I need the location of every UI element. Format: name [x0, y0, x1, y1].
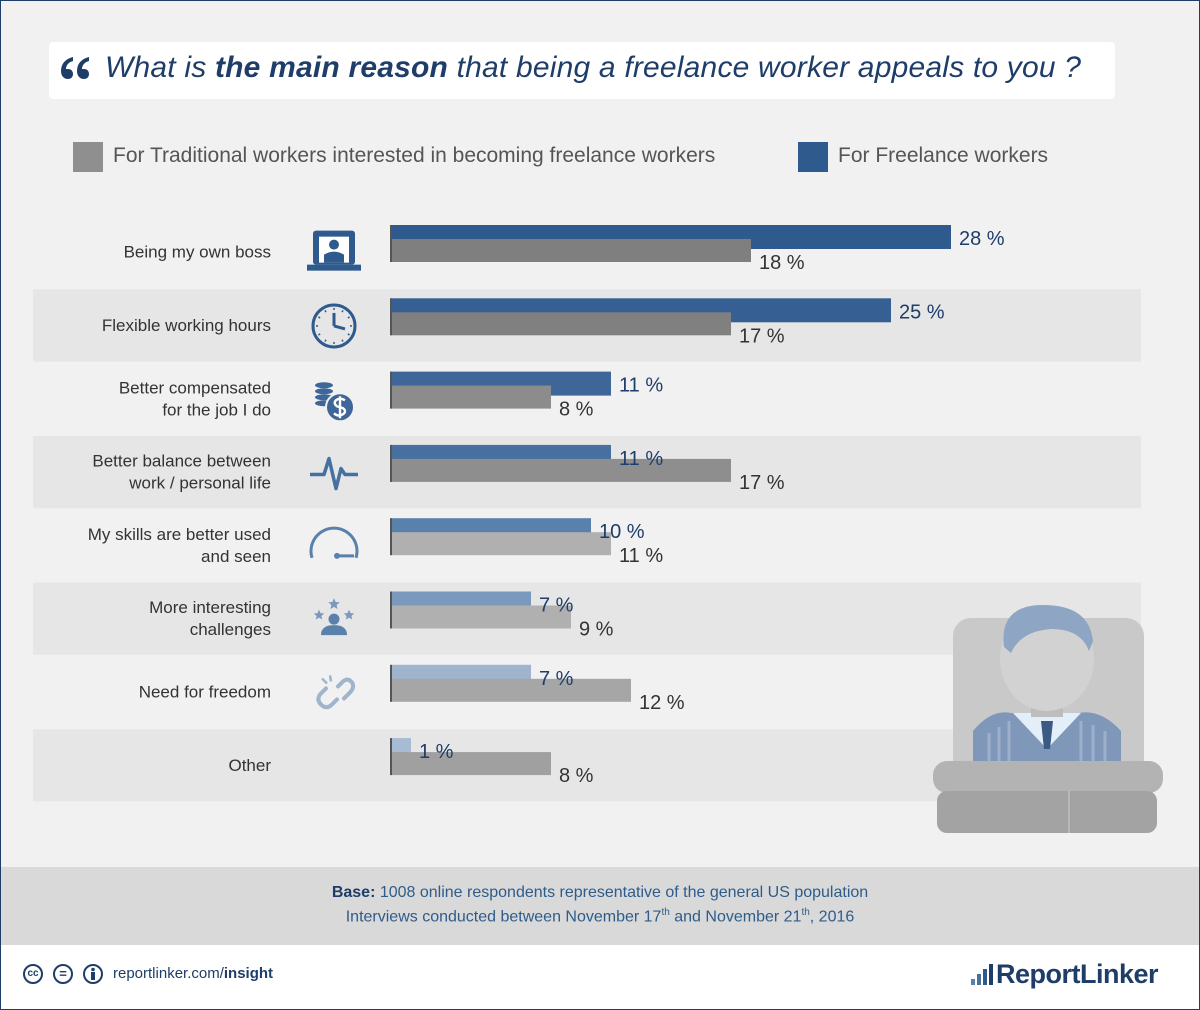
- value-label-freelance: 28 %: [959, 228, 1005, 250]
- base-sup-2: th: [801, 907, 810, 918]
- base-label: Base:: [331, 884, 376, 901]
- coins-dollar-icon: [315, 382, 355, 423]
- base-line2-b: and November 21: [669, 908, 802, 926]
- category-label: Better compensated for the job I do: [119, 378, 271, 419]
- value-label-traditional: 8 %: [559, 399, 594, 421]
- value-label-traditional: 8 %: [559, 765, 594, 787]
- value-label-freelance: 11 %: [619, 375, 663, 397]
- base-line-2: Interviews conducted between November 17…: [1, 907, 1199, 926]
- base-sup-1: th: [661, 907, 670, 918]
- desk-top: [933, 761, 1163, 793]
- businessman-illustration: [933, 604, 1163, 833]
- bar-traditional: [391, 239, 751, 262]
- bar-traditional: [391, 312, 731, 336]
- base-line2-a: Interviews conducted between November 17: [345, 908, 662, 926]
- category-label: Flexible working hours: [102, 316, 271, 335]
- category-label: My skills are better used and seen: [88, 525, 271, 566]
- desk-front: [937, 791, 1157, 833]
- base-line2-c: , 2016: [809, 908, 855, 926]
- value-label-freelance: 11 %: [619, 448, 663, 470]
- bar-traditional: [391, 752, 551, 776]
- broken-chain-icon: [316, 675, 356, 710]
- stars-person-icon: [313, 598, 355, 636]
- title-bold: the main reason: [214, 51, 449, 84]
- value-label-traditional: 17 %: [739, 472, 785, 494]
- category-label: Better balance between work / personal li…: [92, 452, 271, 493]
- reportlinker-brand: ReportLinker: [996, 959, 1159, 989]
- value-label-freelance: 25 %: [899, 301, 945, 323]
- footer: [1, 945, 1199, 1009]
- footer-link-path: insight: [223, 965, 274, 982]
- base-line-1: Base: 1008 online respondents representa…: [1, 884, 1199, 902]
- legend-label-traditional: For Traditional workers interested in be…: [113, 144, 716, 167]
- footer-link[interactable]: reportlinker.com/insight: [113, 965, 273, 982]
- reportlinker-logo-icon: [971, 964, 993, 985]
- quote-icon: [61, 57, 89, 79]
- base-text: 1008 online respondents representative o…: [375, 884, 869, 901]
- value-label-traditional: 17 %: [739, 325, 785, 347]
- bar-traditional: [391, 458, 731, 482]
- suit-stripes: [987, 721, 1107, 761]
- no-derivatives-icon: =: [53, 964, 73, 984]
- category-label: Being my own boss: [124, 243, 271, 262]
- value-label-traditional: 11 %: [619, 545, 663, 567]
- footer-link-domain: reportlinker.com/: [113, 965, 224, 982]
- value-label-traditional: 18 %: [759, 252, 805, 274]
- bar-traditional: [391, 605, 571, 629]
- title-post: that being a freelance worker appeals to…: [448, 51, 1082, 84]
- gauge-icon: [309, 526, 359, 559]
- legend-label-freelance: For Freelance workers: [838, 144, 1049, 167]
- title-pre: What is: [105, 51, 215, 84]
- hair: [1003, 604, 1093, 653]
- category-label: Need for freedom: [139, 682, 271, 701]
- legend-swatch-freelance: [798, 142, 828, 172]
- value-label-freelance: 1 %: [419, 741, 454, 763]
- tie: [1041, 721, 1053, 749]
- clock-icon: [311, 303, 357, 349]
- value-label-traditional: 12 %: [639, 692, 685, 714]
- cc-license-icon: cc: [23, 964, 43, 984]
- value-label-traditional: 9 %: [579, 619, 614, 641]
- category-label: More interesting challenges: [149, 598, 271, 639]
- title-box: [49, 42, 1115, 99]
- value-label-freelance: 7 %: [539, 668, 574, 690]
- bar-chart: Being my own boss 28 % 18 % Flexible workin…: [33, 225, 1163, 833]
- base-strip: [1, 867, 1199, 945]
- attribution-icon: [83, 964, 103, 984]
- legend-swatch-traditional: [73, 142, 103, 172]
- bar-traditional: [391, 532, 611, 556]
- category-label: Other: [228, 756, 271, 775]
- heartbeat-icon: [310, 456, 358, 491]
- desk-boss-icon: [307, 230, 361, 271]
- chart-title: What is the main reason that being a fre…: [105, 51, 1081, 85]
- value-label-freelance: 10 %: [599, 521, 645, 543]
- bar-traditional: [391, 385, 551, 409]
- value-label-freelance: 7 %: [539, 595, 574, 617]
- bar-traditional: [391, 678, 631, 702]
